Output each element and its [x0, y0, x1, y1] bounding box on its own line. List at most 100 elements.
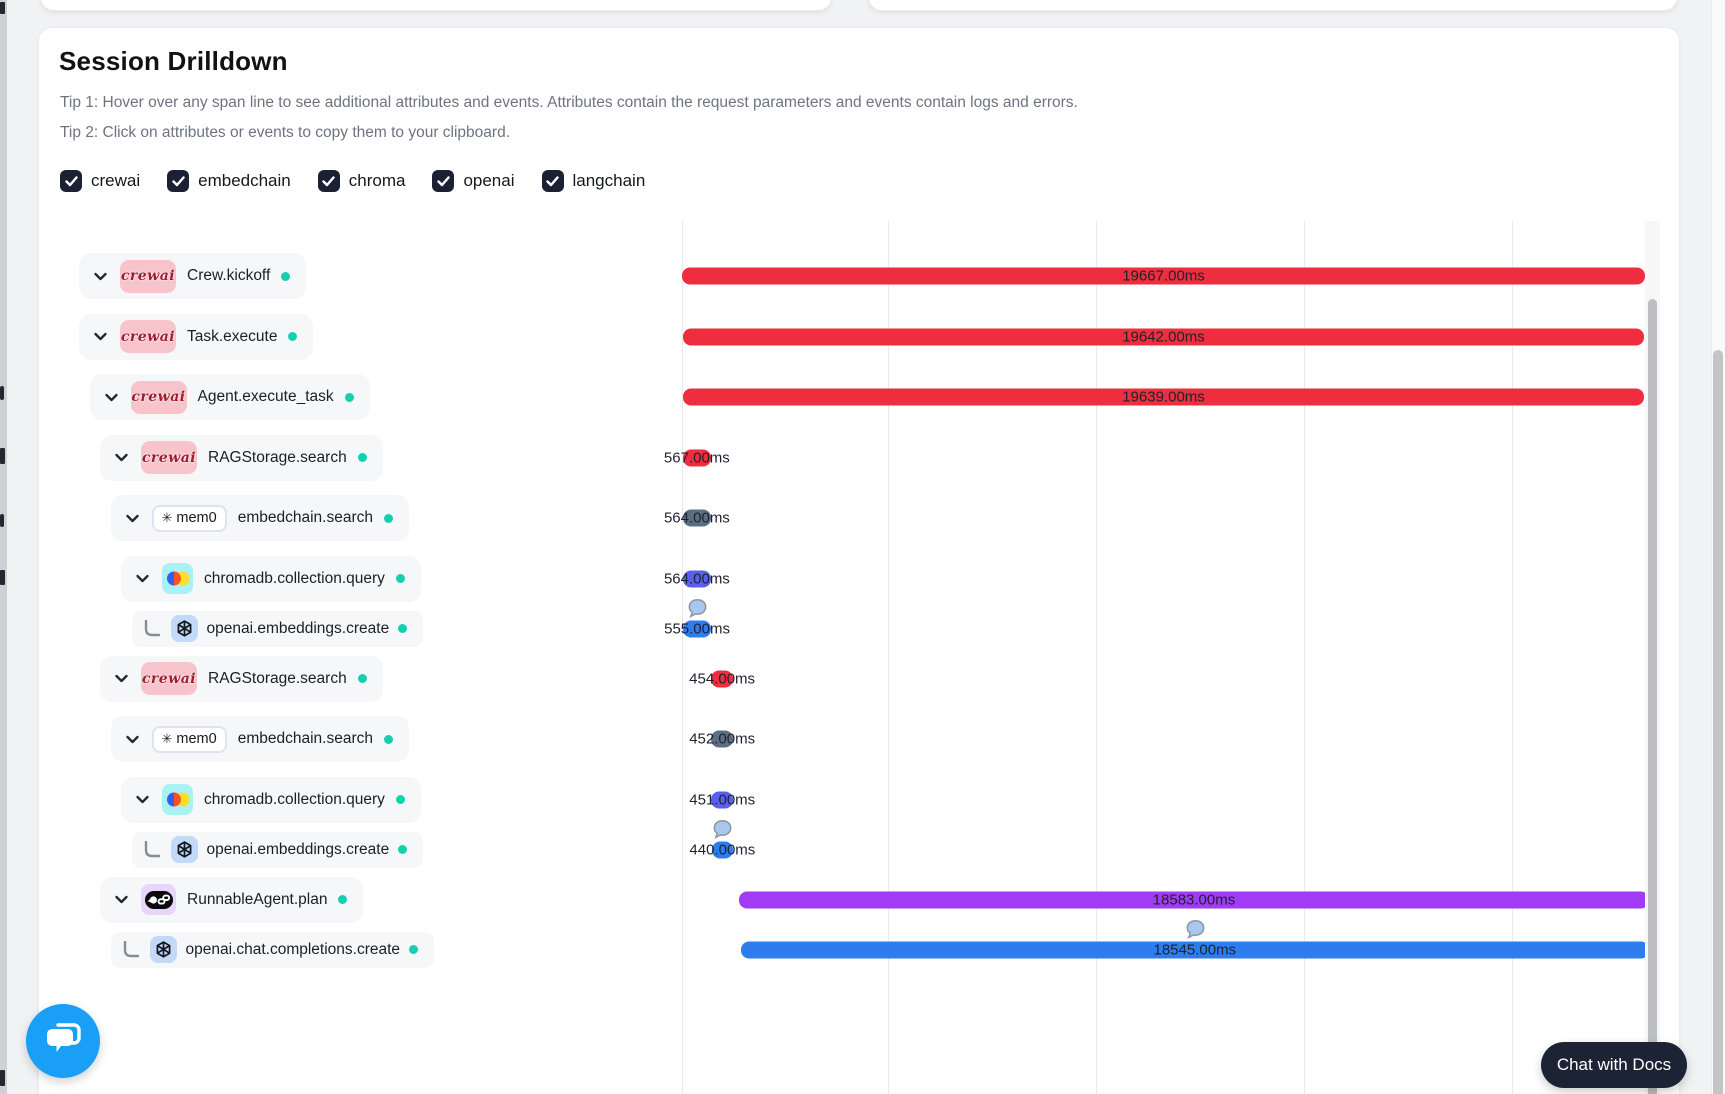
chevron-down-icon[interactable]: [124, 510, 141, 527]
tree-connector-icon: [142, 841, 162, 858]
tree-connector-icon: [142, 620, 162, 637]
span-label-pill[interactable]: ✳ mem0 embedchain.search: [110, 495, 409, 541]
span-duration-label: 19667.00ms: [1122, 267, 1205, 285]
span-duration-bar[interactable]: [740, 941, 1649, 958]
status-dot: [383, 513, 393, 523]
filter-label: openai: [463, 171, 515, 190]
chroma-logo-icon: [162, 563, 193, 594]
span-duration-bar[interactable]: [682, 328, 1645, 345]
chart-scrollbar-thumb[interactable]: [1648, 299, 1657, 1094]
span-label-pill[interactable]: openai.embeddings.create: [131, 831, 424, 868]
openai-logo-icon: [170, 615, 198, 642]
openai-logo-icon: [170, 836, 198, 863]
checkbox-checked-icon[interactable]: [541, 170, 564, 192]
span-label-pill[interactable]: crewai RAGStorage.search: [100, 655, 383, 702]
span-label-pill[interactable]: chromadb.collection.query: [121, 776, 421, 823]
gridline: [1096, 221, 1097, 1094]
framework-filter-checkbox[interactable]: embedchain: [167, 170, 291, 192]
status-dot: [395, 795, 405, 804]
checkbox-checked-icon[interactable]: [432, 170, 455, 192]
tip-2-text: Tip 2: Click on attributes or events to …: [60, 124, 510, 141]
framework-filter-checkbox[interactable]: openai: [432, 170, 515, 192]
span-name: RunnableAgent.plan: [187, 890, 328, 908]
chevron-down-icon[interactable]: [92, 268, 109, 285]
session-drilldown-panel: Session Drilldown Tip 1: Hover over any …: [38, 27, 1680, 1094]
background-card-top-left: [40, 0, 832, 11]
span-duration-label: 18583.00ms: [1152, 891, 1236, 908]
chevron-down-icon[interactable]: [134, 791, 151, 808]
chevron-down-icon[interactable]: [113, 891, 130, 908]
status-dot: [357, 453, 367, 462]
span-duration-bar[interactable]: [711, 791, 734, 808]
clipped-background-page: [0, 0, 7, 1094]
span-duration-bar[interactable]: [683, 570, 711, 587]
checkbox-checked-icon[interactable]: [60, 170, 82, 192]
tree-connector-icon: [121, 941, 141, 958]
langchain-parrot-chain-glyph: [144, 890, 173, 909]
span-duration-bar[interactable]: [682, 267, 1645, 285]
chat-with-docs-button[interactable]: Chat with Docs: [1541, 1042, 1687, 1088]
span-label-pill[interactable]: openai.chat.completions.create: [110, 931, 435, 968]
chevron-down-icon[interactable]: [113, 670, 130, 687]
framework-filter-checkbox[interactable]: chroma: [317, 170, 405, 192]
event-bubble-icon[interactable]: [1184, 919, 1205, 940]
span-duration-label: 564.00ms: [663, 570, 730, 587]
chevron-down-icon[interactable]: [92, 328, 109, 345]
mem0-logo-icon: ✳ mem0: [151, 504, 227, 532]
span-duration-bar[interactable]: [711, 730, 734, 748]
span-label-pill[interactable]: chromadb.collection.query: [121, 555, 421, 602]
span-duration-bar[interactable]: [710, 670, 734, 687]
span-label-pill[interactable]: ✳ mem0 embedchain.search: [110, 716, 409, 762]
status-dot: [398, 845, 408, 854]
span-name: RAGStorage.search: [208, 669, 347, 687]
span-duration-bar[interactable]: [682, 388, 1645, 406]
event-bubble-icon[interactable]: [712, 819, 733, 840]
span-name: openai.embeddings.create: [206, 619, 390, 637]
mem0-flower-glyph: ✳: [161, 510, 173, 525]
status-dot: [281, 271, 291, 281]
page-scrollbar-thumb[interactable]: [1713, 350, 1723, 1094]
checkbox-checked-icon[interactable]: [167, 170, 190, 192]
span-label-pill[interactable]: crewai Task.execute: [79, 313, 314, 360]
span-duration-label: 454.00ms: [689, 670, 756, 687]
span-duration-label: 452.00ms: [689, 730, 756, 748]
gridline: [682, 221, 683, 1094]
page-scrollbar-track: [1711, 0, 1725, 1094]
span-duration-bar[interactable]: [711, 841, 734, 858]
span-label-pill[interactable]: crewai Agent.execute_task: [89, 374, 370, 420]
span-duration-label: 19642.00ms: [1122, 328, 1205, 345]
chat-widget-button[interactable]: [26, 1004, 100, 1078]
crewai-logo-icon: crewai: [130, 380, 187, 414]
span-duration-bar[interactable]: [738, 891, 1649, 908]
event-bubble-icon[interactable]: [687, 598, 708, 619]
span-name: Task.execute: [187, 327, 278, 345]
framework-filter-checkbox[interactable]: crewai: [60, 170, 140, 192]
span-label-pill[interactable]: openai.embeddings.create: [131, 610, 424, 647]
chevron-down-icon[interactable]: [134, 570, 151, 587]
chevron-down-icon[interactable]: [113, 449, 130, 466]
crewai-logo-icon: crewai: [120, 259, 176, 293]
span-name: chromadb.collection.query: [204, 790, 385, 808]
span-label-pill[interactable]: crewai Crew.kickoff: [79, 253, 307, 299]
span-label-pill[interactable]: crewai RAGStorage.search: [100, 434, 383, 481]
langchain-logo-icon: [141, 884, 176, 915]
span-waterfall: crewai Crew.kickoff 19667.00ms crewai Ta…: [39, 28, 1679, 1094]
mem0-logo-icon: ✳ mem0: [151, 725, 227, 753]
checkbox-checked-icon[interactable]: [317, 170, 340, 192]
span-name: openai.chat.completions.create: [185, 940, 401, 958]
span-duration-bar[interactable]: [682, 449, 711, 466]
background-card-top-right: [868, 0, 1678, 11]
status-dot: [344, 392, 354, 402]
framework-filter-checkbox[interactable]: langchain: [541, 170, 645, 192]
span-label-pill[interactable]: RunnableAgent.plan: [100, 876, 364, 923]
chevron-down-icon[interactable]: [124, 731, 141, 748]
chevron-down-icon[interactable]: [103, 389, 120, 406]
span-name: Agent.execute_task: [197, 388, 334, 405]
status-dot: [357, 674, 367, 683]
span-duration-label: 18545.00ms: [1153, 941, 1237, 958]
span-duration-bar[interactable]: [683, 620, 711, 637]
page-title: Session Drilldown: [59, 46, 288, 76]
span-duration-bar[interactable]: [683, 509, 711, 527]
span-duration-label: 555.00ms: [664, 620, 730, 637]
crewai-logo-icon: crewai: [141, 662, 197, 695]
